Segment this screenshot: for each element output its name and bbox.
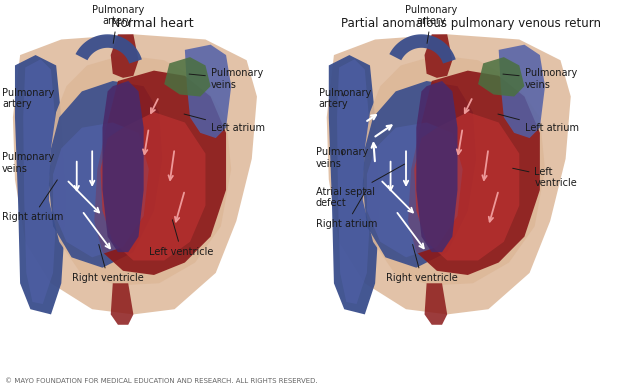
Polygon shape [363, 81, 476, 268]
Text: Pulmonary
veins: Pulmonary veins [2, 152, 54, 173]
Text: Pulmonary
veins: Pulmonary veins [189, 68, 263, 89]
Polygon shape [389, 34, 456, 63]
Text: Pulmonary
veins: Pulmonary veins [316, 147, 368, 168]
Polygon shape [102, 81, 143, 252]
Polygon shape [367, 123, 463, 258]
Polygon shape [23, 59, 57, 304]
Polygon shape [13, 34, 257, 314]
Text: Pulmonary
artery: Pulmonary artery [92, 5, 144, 44]
Text: Left ventricle: Left ventricle [149, 220, 214, 257]
Text: Left atrium: Left atrium [184, 114, 265, 133]
Polygon shape [416, 81, 458, 252]
Polygon shape [408, 71, 540, 275]
Text: Normal heart: Normal heart [111, 16, 193, 30]
Text: Pulmonary
artery: Pulmonary artery [405, 5, 458, 44]
Text: © MAYO FOUNDATION FOR MEDICAL EDUCATION AND RESEARCH. ALL RIGHTS RESERVED.: © MAYO FOUNDATION FOR MEDICAL EDUCATION … [5, 378, 317, 384]
Text: Atrial septal
defect: Atrial septal defect [316, 164, 404, 208]
Text: Right ventricle: Right ventricle [386, 244, 458, 284]
Polygon shape [363, 55, 545, 286]
Polygon shape [425, 34, 453, 78]
Polygon shape [327, 34, 571, 314]
Polygon shape [337, 59, 371, 304]
Polygon shape [414, 112, 520, 261]
Text: Right ventricle: Right ventricle [72, 244, 143, 284]
Polygon shape [111, 283, 133, 325]
Text: Pulmonary
artery: Pulmonary artery [2, 88, 54, 109]
Text: Pulmonary
artery: Pulmonary artery [319, 88, 371, 109]
Polygon shape [499, 45, 545, 138]
Text: Left atrium: Left atrium [498, 114, 579, 133]
Polygon shape [478, 57, 525, 96]
Text: Pulmonary
veins: Pulmonary veins [503, 68, 577, 89]
Polygon shape [75, 34, 142, 63]
Polygon shape [94, 71, 226, 275]
Text: Right atrium: Right atrium [316, 190, 377, 229]
Polygon shape [329, 55, 380, 314]
Polygon shape [185, 45, 231, 138]
Polygon shape [53, 123, 149, 258]
Polygon shape [49, 55, 231, 286]
Polygon shape [100, 112, 205, 261]
Polygon shape [49, 81, 162, 268]
Text: Partial anomalous pulmonary venous return: Partial anomalous pulmonary venous retur… [341, 16, 601, 30]
Text: Left
ventricle: Left ventricle [513, 167, 577, 188]
Polygon shape [15, 55, 66, 314]
Polygon shape [111, 34, 138, 78]
Polygon shape [164, 57, 210, 96]
Polygon shape [425, 283, 447, 325]
Text: Right atrium: Right atrium [2, 180, 63, 222]
